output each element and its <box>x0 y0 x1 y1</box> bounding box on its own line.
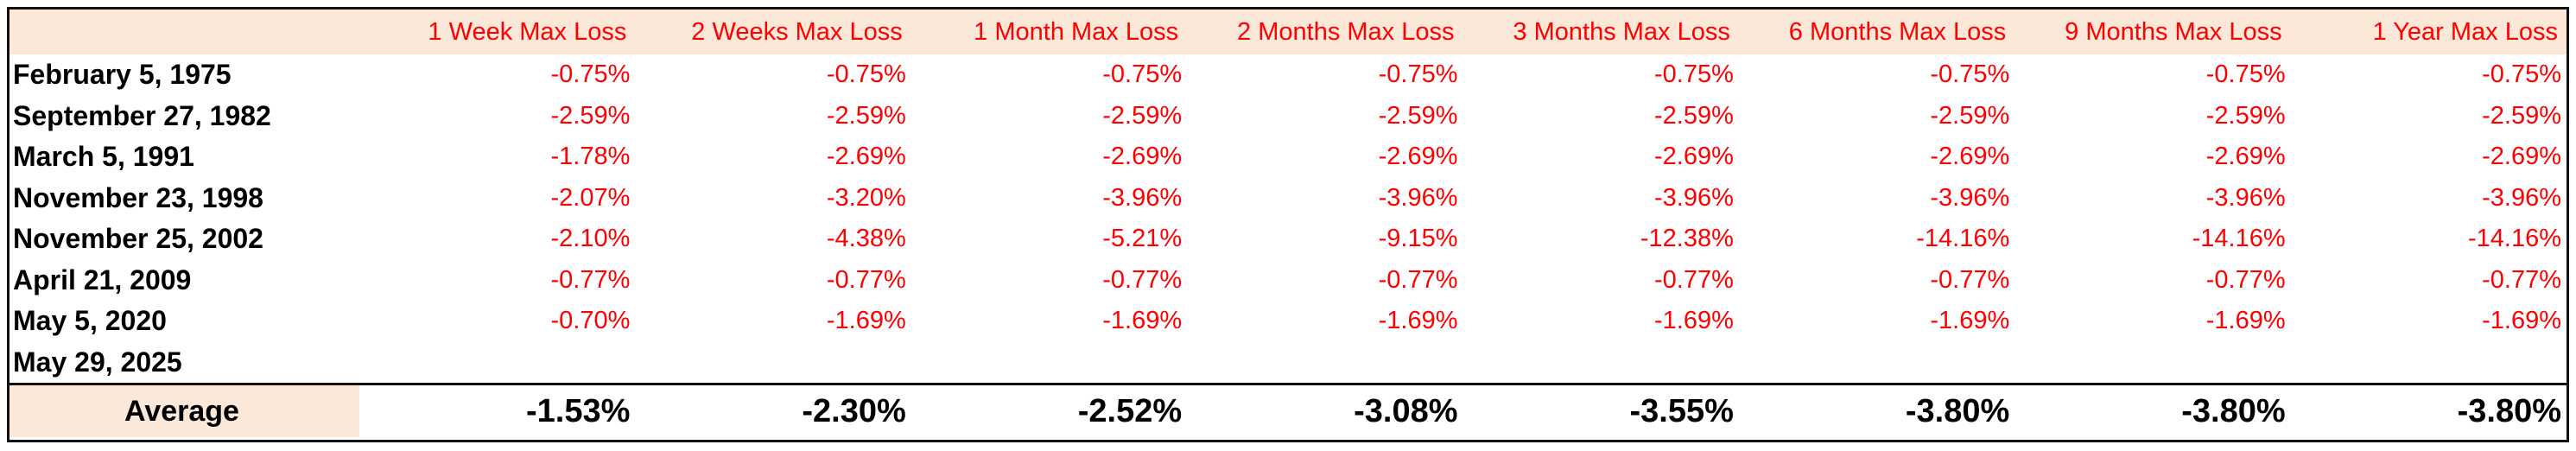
loss-value-cell: -2.69% <box>1378 143 1458 171</box>
loss-value-cell: -9.15% <box>1378 225 1458 253</box>
loss-value-cell: -2.69% <box>1102 143 1183 171</box>
loss-value-cell <box>1739 342 2014 384</box>
average-value-cell: -3.55% <box>1462 383 1739 437</box>
loss-value-cell: -14.16% <box>2467 225 2561 253</box>
loss-value-cell: -1.69% <box>2482 307 2561 335</box>
loss-value-cell: -1.69% <box>1102 307 1183 335</box>
loss-value-cell: -0.77% <box>826 265 906 294</box>
loss-value-cell: -0.70% <box>550 307 631 335</box>
column-header: 3 Months Max Loss <box>1462 10 1739 54</box>
loss-value-cell: -14.16% <box>2192 225 2286 253</box>
row-date: February 5, 1975 <box>13 59 232 91</box>
loss-value-cell: -3.96% <box>2205 183 2286 212</box>
max-loss-table: 1 Week Max Loss 2 Weeks Max Loss 1 Month M… <box>7 7 2569 442</box>
loss-value-cell <box>1463 342 1739 384</box>
loss-value-cell: -3.96% <box>1378 183 1458 212</box>
loss-value-cell: -2.69% <box>1930 143 2010 171</box>
loss-value-cell: -0.77% <box>1930 265 2010 294</box>
loss-value-cell: -0.77% <box>2482 265 2561 294</box>
loss-value-cell: -0.75% <box>2482 60 2561 89</box>
average-label: Average <box>10 383 359 437</box>
loss-value-cell: -2.69% <box>826 143 906 171</box>
loss-value-cell <box>2291 342 2566 384</box>
loss-value-cell: -0.75% <box>1102 60 1183 89</box>
loss-value-cell <box>911 342 1187 384</box>
column-header: 2 Weeks Max Loss <box>635 10 911 54</box>
loss-value-cell: -1.69% <box>1378 307 1458 335</box>
row-date: April 21, 2009 <box>13 264 192 295</box>
loss-value-cell: -2.59% <box>1378 101 1458 130</box>
column-header: 1 Year Max Loss <box>2290 10 2566 54</box>
loss-value-cell: -0.77% <box>1653 265 1734 294</box>
column-header: 2 Months Max Loss <box>1187 10 1463 54</box>
loss-value-cell: -2.69% <box>1653 143 1734 171</box>
loss-value-cell: -0.75% <box>550 60 631 89</box>
loss-value-cell <box>635 342 910 384</box>
average-value-cell: -2.30% <box>635 383 911 437</box>
loss-value-cell: -2.10% <box>550 225 631 253</box>
loss-value-cell: -0.77% <box>1378 265 1458 294</box>
loss-value-cell: -2.59% <box>1653 101 1734 130</box>
loss-value-cell: -1.69% <box>826 307 906 335</box>
loss-value-cell: -4.38% <box>826 225 906 253</box>
loss-value-cell: -12.38% <box>1640 225 1734 253</box>
loss-value-cell: -2.59% <box>1102 101 1183 130</box>
loss-value-cell: -1.69% <box>1930 307 2010 335</box>
average-value-cell: -3.80% <box>1738 383 2015 437</box>
loss-value-cell: -2.59% <box>550 101 631 130</box>
loss-value-cell: -2.59% <box>2482 101 2561 130</box>
loss-value-cell <box>2014 342 2290 384</box>
average-value-cell: -3.08% <box>1187 383 1463 437</box>
column-header: 1 Month Max Loss <box>910 10 1188 54</box>
loss-value-cell: -2.59% <box>1930 101 2010 130</box>
average-value-cell: -3.80% <box>2014 383 2291 437</box>
loss-value-cell: -3.96% <box>2482 183 2561 212</box>
loss-value-cell: -0.77% <box>1102 265 1183 294</box>
loss-value-cell: -3.20% <box>826 183 906 212</box>
loss-value-cell: -0.77% <box>550 265 631 294</box>
loss-value-cell: -0.75% <box>1378 60 1458 89</box>
loss-value-cell: -2.69% <box>2482 143 2561 171</box>
row-date: November 25, 2002 <box>13 223 263 255</box>
loss-value-cell: -2.69% <box>2205 143 2286 171</box>
loss-value-cell: -0.75% <box>1653 60 1734 89</box>
loss-value-cell: -2.59% <box>826 101 906 130</box>
loss-value-cell: -0.75% <box>826 60 906 89</box>
average-value-cell: -2.52% <box>910 383 1188 437</box>
column-header: 9 Months Max Loss <box>2014 10 2291 54</box>
loss-value-cell: -1.69% <box>2205 307 2286 335</box>
average-value-cell: -1.53% <box>359 383 636 437</box>
row-date: November 23, 1998 <box>13 181 263 213</box>
column-header: 6 Months Max Loss <box>1738 10 2015 54</box>
loss-value-cell: -3.96% <box>1930 183 2010 212</box>
loss-value-cell: -3.96% <box>1102 183 1183 212</box>
loss-value-cell <box>1187 342 1462 384</box>
loss-value-cell: -3.96% <box>1653 183 1734 212</box>
loss-value-cell: -5.21% <box>1102 225 1183 253</box>
table-grid: 1 Week Max Loss 2 Weeks Max Loss 1 Month M… <box>10 10 2566 440</box>
row-date: May 29, 2025 <box>13 346 182 378</box>
average-value-cell: -3.80% <box>2290 383 2566 437</box>
loss-value-cell: -0.77% <box>2205 265 2286 294</box>
loss-value-cell <box>359 342 635 384</box>
loss-value-cell: -1.69% <box>1653 307 1734 335</box>
column-header: 1 Week Max Loss <box>359 10 636 54</box>
header-corner <box>10 10 359 54</box>
row-date: May 5, 2020 <box>13 305 167 337</box>
loss-value-cell: -1.78% <box>550 143 631 171</box>
loss-value-cell: -14.16% <box>1916 225 2010 253</box>
row-date: September 27, 1982 <box>13 99 271 131</box>
loss-value-cell: -2.59% <box>2205 101 2286 130</box>
loss-value-cell: -2.07% <box>550 183 631 212</box>
loss-value-cell: -0.75% <box>2205 60 2286 89</box>
loss-value-cell: -0.75% <box>1930 60 2010 89</box>
row-date: March 5, 1991 <box>13 141 194 173</box>
